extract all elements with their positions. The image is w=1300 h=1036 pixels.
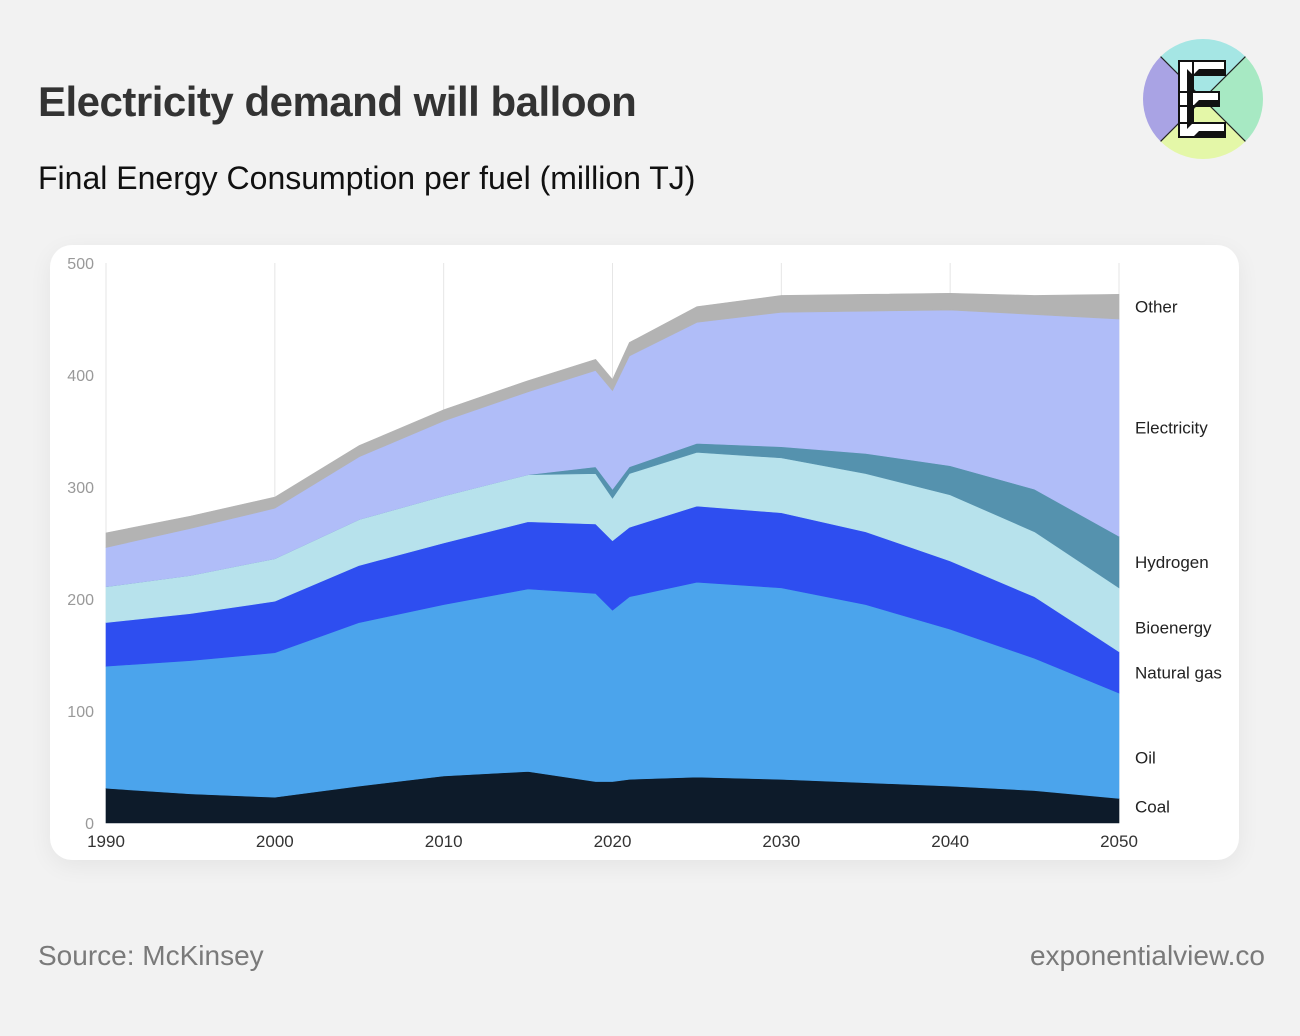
tick-label-y-300: 300 — [67, 480, 94, 497]
series-label-hydrogen: Hydrogen — [1135, 553, 1209, 572]
tick-label-y-0: 0 — [85, 816, 94, 833]
tick-label-x-1990: 1990 — [87, 832, 125, 851]
series-label-other: Other — [1135, 298, 1178, 317]
series-label-coal: Coal — [1135, 798, 1170, 817]
exponential-view-logo-icon — [1143, 39, 1263, 159]
tick-label-x-2020: 2020 — [594, 832, 632, 851]
series-label-natural-gas: Natural gas — [1135, 663, 1222, 682]
tick-label-x-2010: 2010 — [425, 832, 463, 851]
tick-label-y-200: 200 — [67, 592, 94, 609]
tick-label-x-2000: 2000 — [256, 832, 294, 851]
stacked-area-chart: 0 100 200 300 400 500 1990 2000 2010 2020 2030 2040… — [67, 256, 1222, 851]
series-label-oil: Oil — [1135, 749, 1156, 768]
tick-label-x-2050: 2050 — [1100, 832, 1138, 851]
series-label-electricity: Electricity — [1135, 419, 1208, 438]
source-label: Source: McKinsey — [38, 940, 264, 971]
tick-label-x-2030: 2030 — [762, 832, 800, 851]
chart-subtitle: Final Energy Consumption per fuel (milli… — [38, 160, 696, 196]
area-other — [105, 292, 1120, 548]
series-label-bioenergy: Bioenergy — [1135, 619, 1212, 638]
tick-label-y-400: 400 — [67, 368, 94, 385]
chart-card: 0 100 200 300 400 500 1990 2000 2010 2020 2030 2040… — [50, 245, 1239, 860]
tick-label-y-100: 100 — [67, 704, 94, 721]
chart-title: Electricity demand will balloon — [38, 78, 637, 125]
tick-label-x-2040: 2040 — [931, 832, 969, 851]
tick-label-y-500: 500 — [67, 256, 94, 273]
website-link[interactable]: exponentialview.co — [1029, 940, 1265, 971]
